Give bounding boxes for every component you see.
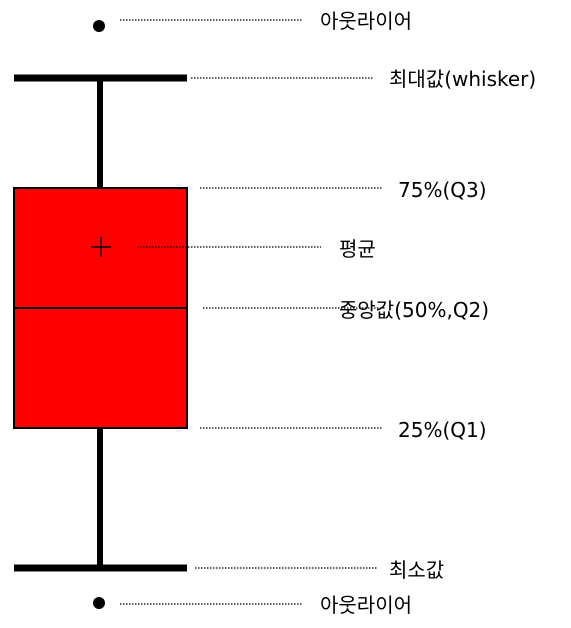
label-q3: 75%(Q3) — [398, 178, 487, 202]
label-q1: 25%(Q1) — [398, 418, 487, 442]
label-outlier-bottom: 아웃라이어 — [320, 593, 412, 617]
label-mean: 평균 — [339, 237, 376, 261]
label-median: 중앙값(50%,Q2) — [339, 298, 489, 322]
label-min: 최소값 — [389, 558, 444, 582]
outlier-bottom-point — [93, 597, 105, 609]
label-outlier-top: 아웃라이어 — [320, 9, 412, 33]
label-max-whisker: 최대값(whisker) — [389, 67, 536, 91]
mean-marker — [91, 237, 111, 257]
outlier-top-point — [93, 20, 105, 32]
